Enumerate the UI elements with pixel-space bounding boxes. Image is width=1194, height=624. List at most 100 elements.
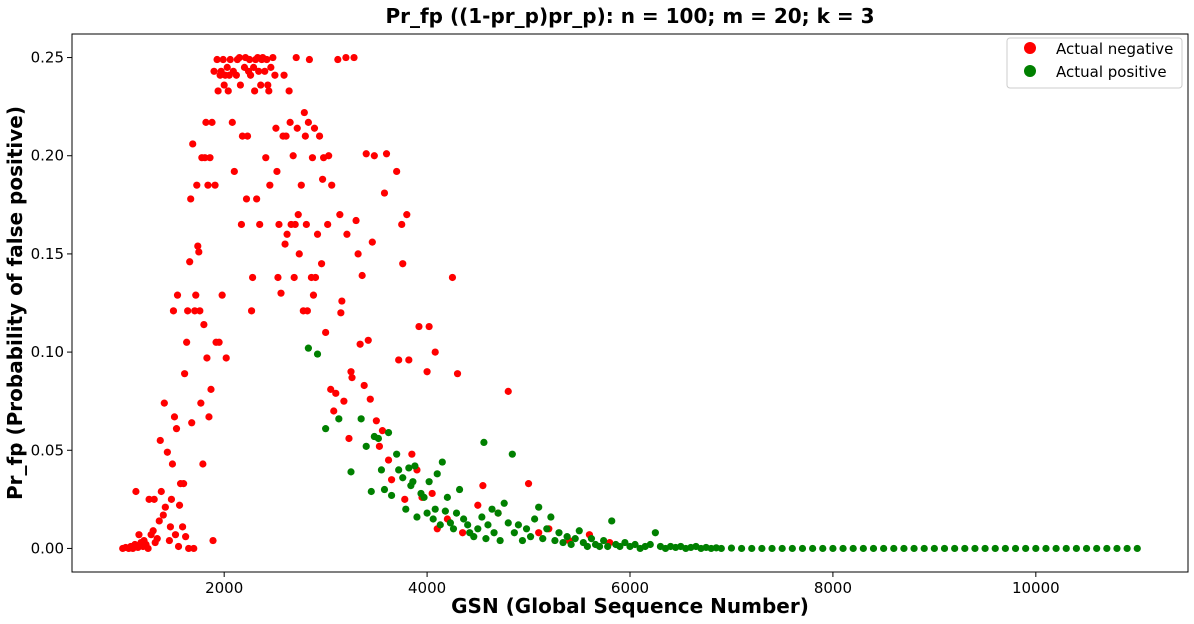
positive-point [1133,544,1141,553]
positive-point [1022,544,1030,553]
positive-point [514,521,523,529]
y-tick-label: 0.20 [31,147,64,165]
negative-point [408,450,416,458]
positive-point [446,519,455,527]
positive-point [575,527,583,535]
negative-point [256,220,264,229]
x-tick-label: 8000 [814,579,852,597]
positive-point [981,544,989,553]
positive-point [362,442,370,450]
negative-point [293,124,301,132]
negative-point [169,307,178,315]
negative-point [144,544,152,553]
negative-point [265,87,273,95]
positive-point [313,350,322,358]
positive-point [567,540,575,549]
negative-point [327,385,335,393]
negative-point [431,348,439,356]
positive-point [551,536,559,545]
negative-point [236,81,245,89]
positive-point [758,544,766,553]
positive-point [727,544,736,552]
negative-point [193,181,201,189]
negative-point [305,55,313,64]
negative-point [328,181,336,189]
positive-point [347,468,355,476]
positive-point [496,536,504,545]
positive-point [563,533,571,541]
positive-point [1082,544,1091,553]
positive-point [411,462,419,470]
negative-point [200,321,208,329]
negative-point [232,71,240,79]
negative-point [174,542,183,551]
negative-point [161,503,169,511]
positive-point [357,415,365,423]
positive-point [608,517,616,525]
negative-point [132,487,140,496]
negative-point [428,489,436,498]
negative-point [315,132,324,140]
negative-point [343,230,351,238]
x-tick-label: 6000 [611,579,649,597]
y-tick-label: 0.05 [31,441,64,459]
negative-point [310,124,319,132]
positive-point [621,538,629,547]
points-layer [119,53,1141,553]
negative-point [211,181,219,189]
negative-point [196,307,204,315]
negative-point [504,387,512,395]
negative-point [247,307,256,315]
positive-point [384,428,393,437]
negative-point [201,154,209,162]
positive-point [961,544,969,553]
negative-point [262,154,270,162]
positive-point [409,478,417,486]
positive-point [464,521,472,529]
negative-point [197,399,205,407]
negative-point [207,385,215,393]
negative-point [370,152,378,160]
positive-point [518,536,527,545]
negative-point [190,544,198,553]
positive-point [930,544,938,553]
negative-point [286,118,294,126]
negative-point [347,368,355,376]
negative-point [242,195,251,203]
negative-point [180,480,188,488]
negative-point [280,71,288,79]
negative-point [269,53,277,62]
negative-point [300,108,308,117]
negative-point [184,307,192,315]
negative-point [395,356,403,364]
negative-point [285,87,293,95]
negative-point [318,175,327,183]
negative-point [235,53,243,62]
negative-point [243,132,252,140]
negative-point [165,536,173,545]
positive-point [1072,544,1080,553]
negative-point [213,55,221,64]
y-axis-ticks: 0.00 0.05 0.10 0.15 0.20 0.25 [31,49,72,557]
positive-point [367,487,375,496]
positive-point [1123,544,1131,553]
negative-point [375,442,384,450]
negative-point [405,356,413,364]
negative-point [224,87,232,95]
x-axis-ticks: 2000 4000 6000 8000 10000 [205,572,1060,597]
x-tick-label: 4000 [408,579,446,597]
y-tick-label: 0.15 [31,245,64,263]
negative-point [185,544,193,553]
negative-point [311,273,320,282]
positive-point [526,533,535,541]
negative-point [187,195,195,203]
positive-point [869,544,878,553]
positive-point [436,521,444,529]
negative-point [182,533,190,541]
positive-point [600,536,608,545]
negative-point [380,189,389,197]
negative-point [238,132,247,140]
negative-point [186,258,194,266]
negative-point [474,501,482,509]
positive-point [571,535,579,543]
